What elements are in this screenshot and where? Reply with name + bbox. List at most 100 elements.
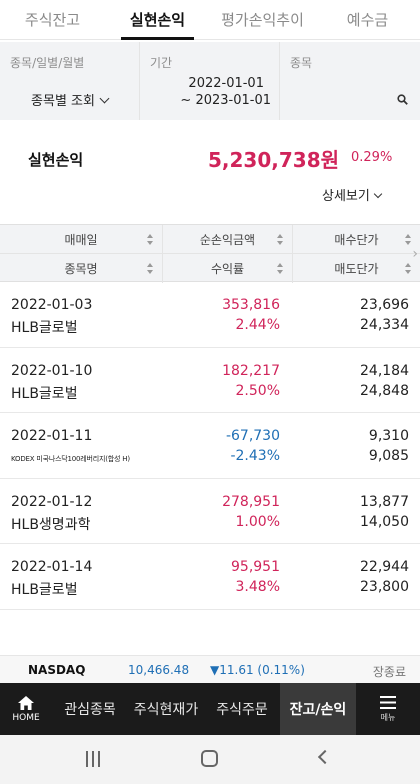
header-label: 종목명 [64, 262, 98, 276]
summary-rate: 0.29% [351, 150, 393, 165]
stock-name: HLB글로벌 [11, 385, 78, 402]
sell-price: 14,050 [360, 513, 409, 530]
summary-label: 실현손익 [28, 151, 84, 169]
market-ticker[interactable]: NASDAQ 10,466.48 ▼11.61 (0.11%) 장종료 [0, 655, 420, 683]
return-rate: 2.44% [235, 317, 280, 333]
nav-home-label: HOME [12, 712, 40, 723]
net-pnl: 182,217 [222, 362, 280, 379]
net-pnl: 278,951 [222, 493, 280, 510]
nav-menu-label: 메뉴 [380, 712, 396, 722]
sort-icon[interactable] [147, 263, 154, 274]
trade-list[interactable]: 2022-01-03 HLB글로벌 353,816 2.44% 23,696 2… [0, 282, 420, 627]
table-row[interactable]: 2022-01-12 HLB생명과학 278,951 1.00% 13,877 … [0, 479, 420, 544]
stock-filter[interactable]: 종목 [280, 42, 420, 120]
stock-name: HLB생명과학 [11, 516, 91, 533]
trade-date: 2022-01-03 [11, 297, 93, 313]
ticker-name: NASDAQ [28, 663, 86, 677]
buy-price: 13,877 [360, 493, 409, 510]
menu-icon [380, 695, 396, 709]
table-row[interactable]: 2022-01-10 HLB글로벌 182,217 2.50% 24,184 2… [0, 348, 420, 413]
sell-price: 24,334 [360, 317, 409, 333]
trade-date: 2022-01-10 [11, 362, 93, 379]
bottom-nav: HOME 관심종목 주식현재가 주식주문 잔고/손익 메뉴 [0, 683, 420, 735]
buy-price: 22,944 [360, 559, 409, 575]
ticker-change: ▼11.61 (0.11%) [210, 663, 305, 677]
recent-apps-icon[interactable] [86, 751, 100, 767]
back-icon[interactable] [317, 749, 333, 765]
system-home-icon[interactable] [201, 750, 218, 767]
chevron-down-icon [373, 189, 383, 199]
nav-home[interactable]: HOME [0, 683, 52, 735]
stock-name: HLB글로벌 [11, 582, 78, 598]
sell-price: 23,800 [360, 579, 409, 595]
header-net-pnl[interactable]: 순손익금액 [163, 225, 293, 253]
return-rate: 3.48% [235, 579, 280, 595]
period-from: 2022-01-01 [188, 76, 264, 91]
detail-view-button[interactable]: 상세보기 [322, 185, 383, 204]
period-label: 기간 [150, 56, 173, 70]
nav-watchlist[interactable]: 관심종목 [64, 702, 116, 718]
view-type-label: 종목/일별/월별 [10, 56, 85, 70]
tab-realized-pnl[interactable]: 실현손익 [105, 0, 210, 40]
sell-price: 9,085 [368, 448, 409, 464]
sort-icon[interactable] [277, 234, 284, 245]
tab-stock-balance[interactable]: 주식잔고 [24, 11, 81, 29]
view-type-select[interactable]: 종목별 조회 [0, 90, 139, 109]
summary-amount: 5,230,738원 [208, 148, 340, 172]
tab-deposit[interactable]: 예수금 [346, 11, 389, 29]
stock-label: 종목 [290, 56, 313, 70]
nav-menu[interactable]: 메뉴 [356, 683, 420, 735]
sort-icon[interactable] [405, 263, 412, 274]
header-label: 순손익금액 [199, 232, 256, 247]
table-row[interactable]: 2022-01-11 KODEX 미국나스닥100레버리지(합성 H) -67,… [0, 413, 420, 479]
header-sell-price[interactable]: 매도단가 [293, 254, 420, 283]
header-row-2: 종목명 수익률 매도단가 [0, 254, 420, 283]
buy-price: 23,696 [360, 297, 409, 313]
net-pnl: -67,730 [225, 428, 280, 444]
header-label: 매도단가 [334, 262, 379, 276]
filter-panel: 종목/일별/월별 종목별 조회 기간 2022-01-01 ~ 2023-01-… [0, 42, 420, 120]
header-return-rate[interactable]: 수익률 [163, 254, 293, 283]
header-buy-price[interactable]: 매수단가 [293, 225, 420, 253]
buy-price: 9,310 [368, 428, 409, 444]
header-stock-name[interactable]: 종목명 [0, 254, 163, 283]
sort-icon[interactable] [277, 263, 284, 274]
net-pnl: 95,951 [231, 559, 280, 575]
home-icon [18, 695, 34, 710]
nav-order[interactable]: 주식주문 [216, 702, 268, 718]
header-row-1: 매매일 순손익금액 매수단가 [0, 225, 420, 254]
return-rate: 2.50% [235, 382, 280, 399]
ticker-status: 장종료 [372, 665, 406, 679]
table-row[interactable]: 2022-01-14 HLB글로벌 95,951 3.48% 22,944 23… [0, 544, 420, 610]
realized-pnl-summary: 실현손익 5,230,738원 0.29% 상세보기 [0, 120, 420, 225]
sell-price: 24,848 [360, 382, 409, 399]
trade-date: 2022-01-11 [11, 428, 93, 444]
buy-price: 24,184 [360, 362, 409, 379]
chevron-down-icon [99, 93, 110, 104]
ticker-value: 10,466.48 [128, 663, 190, 677]
sort-icon[interactable] [147, 234, 154, 245]
sort-icon[interactable] [405, 234, 412, 245]
tab-valuation-trend[interactable]: 평가손익추이 [221, 11, 304, 29]
trade-date: 2022-01-12 [11, 493, 93, 510]
table-header: 매매일 순손익금액 매수단가 종목명 수익률 매도단가 › [0, 224, 420, 283]
nav-balance-pnl[interactable]: 잔고/손익 [280, 683, 356, 735]
nav-current-price[interactable]: 주식현재가 [133, 702, 199, 718]
view-type-value: 종목별 조회 [31, 94, 95, 109]
header-trade-date[interactable]: 매매일 [0, 225, 163, 253]
system-nav-bar [0, 735, 420, 784]
table-row[interactable]: 2022-01-03 HLB글로벌 353,816 2.44% 23,696 2… [0, 282, 420, 348]
detail-view-label: 상세보기 [322, 189, 370, 204]
stock-name: HLB글로벌 [11, 320, 78, 336]
return-rate: 1.00% [235, 513, 280, 530]
stock-name: KODEX 미국나스닥100레버리지(합성 H) [11, 455, 130, 463]
chevron-right-icon[interactable]: › [412, 246, 418, 262]
period-range[interactable]: 2022-01-01 ~ 2023-01-01 [180, 75, 271, 109]
period-filter[interactable]: 기간 2022-01-01 ~ 2023-01-01 [140, 42, 280, 120]
top-tab-bar: 주식잔고 실현손익 평가손익추이 예수금 [0, 0, 420, 40]
header-label: 매수단가 [334, 232, 379, 247]
header-label: 매매일 [64, 232, 98, 247]
view-type-filter[interactable]: 종목/일별/월별 종목별 조회 [0, 42, 140, 120]
search-icon[interactable] [397, 94, 408, 105]
header-label: 수익률 [210, 262, 245, 276]
